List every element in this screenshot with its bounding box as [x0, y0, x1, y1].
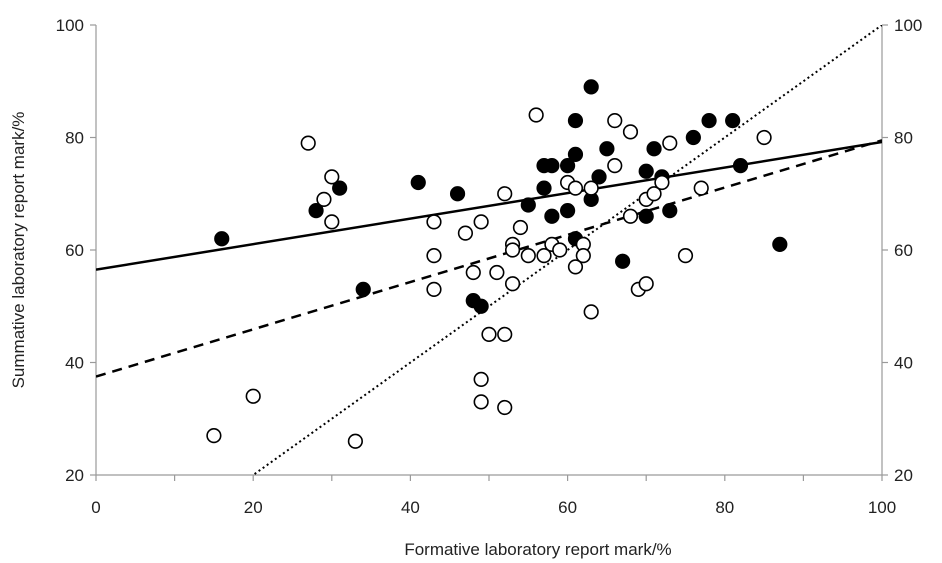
data-point-open: [324, 169, 340, 185]
trend-lines: [96, 25, 882, 475]
data-point-open: [583, 304, 599, 320]
data-point-open: [756, 129, 772, 146]
data-point-open: [662, 135, 678, 151]
data-points: [206, 79, 788, 449]
tick-labels: 20 20 40 40 60 60 80 80 100 100 0 20 40 60 80 100: [56, 16, 923, 517]
x-tick-label: 60: [558, 498, 577, 517]
data-point-open: [646, 186, 662, 202]
data-point-filled: [332, 180, 348, 196]
data-point-open: [536, 248, 552, 264]
data-point-filled: [662, 203, 678, 219]
data-point-filled: [615, 253, 631, 269]
data-point-open: [473, 394, 489, 410]
data-point-filled: [701, 113, 717, 129]
data-point-filled: [591, 169, 607, 185]
y-tick-label-right: 40: [894, 354, 913, 373]
y-tick-label-right: 60: [894, 241, 913, 260]
data-point-open: [693, 180, 709, 196]
data-point-open: [316, 191, 332, 207]
data-point-open: [567, 259, 584, 275]
data-point-open: [245, 388, 261, 404]
data-point-open: [528, 107, 544, 123]
data-point-open: [520, 248, 536, 264]
data-point-open: [426, 281, 442, 297]
trend-line-dashed: [96, 139, 882, 378]
data-point-open: [300, 135, 316, 151]
y-tick-label: 60: [65, 241, 84, 260]
x-tick-label: 100: [868, 498, 896, 517]
data-point-open: [504, 276, 521, 292]
data-point-filled: [638, 208, 654, 224]
y-tick-label-right: 100: [894, 16, 922, 35]
data-point-open: [465, 264, 481, 281]
data-point-open: [677, 248, 694, 264]
data-point-open: [497, 326, 513, 342]
x-axis-title: Formative laboratory report mark/%: [404, 540, 671, 559]
data-point-filled: [308, 203, 324, 219]
data-point-open: [622, 208, 639, 224]
data-point-open: [638, 276, 654, 292]
y-tick-label: 20: [65, 466, 84, 485]
data-point-filled: [536, 180, 552, 196]
data-point-open: [512, 219, 529, 236]
x-tick-label: 0: [91, 498, 100, 517]
data-point-open: [473, 371, 489, 387]
data-point-filled: [772, 236, 788, 252]
data-point-open: [583, 180, 599, 196]
data-point-open: [504, 242, 521, 258]
reference-line-dotted: [251, 25, 882, 475]
data-point-filled: [567, 146, 584, 162]
data-point-filled: [544, 208, 560, 224]
data-point-open: [481, 326, 497, 342]
y-tick-label: 40: [65, 354, 84, 373]
data-point-filled: [520, 197, 536, 213]
data-point-open: [473, 214, 489, 230]
x-tick-label: 20: [244, 498, 263, 517]
data-point-open: [324, 214, 340, 230]
y-tick-label: 80: [65, 129, 84, 148]
data-point-open: [206, 428, 222, 444]
data-point-filled: [410, 174, 426, 191]
data-point-filled: [732, 158, 749, 174]
data-point-filled: [567, 113, 584, 129]
data-point-open: [489, 264, 505, 281]
data-point-filled: [559, 158, 576, 174]
data-point-filled: [638, 163, 654, 179]
y-axis-title: Summative laboratory report mark/%: [9, 112, 28, 389]
y-tick-label: 100: [56, 16, 84, 35]
trend-line-solid: [96, 140, 882, 271]
x-tick-label: 80: [715, 498, 734, 517]
data-point-filled: [449, 186, 466, 202]
data-point-filled: [473, 298, 489, 314]
data-point-filled: [599, 141, 615, 157]
data-point-open: [457, 225, 474, 241]
data-point-filled: [544, 158, 560, 174]
data-point-filled: [583, 79, 599, 95]
data-point-open: [654, 174, 670, 191]
y-tick-label-right: 20: [894, 466, 913, 485]
data-point-filled: [646, 141, 662, 157]
data-point-filled: [725, 113, 741, 129]
data-point-open: [426, 214, 442, 230]
data-point-open: [497, 399, 513, 416]
data-point-open: [622, 124, 639, 140]
data-point-filled: [559, 203, 576, 219]
data-point-open: [497, 186, 513, 202]
data-point-filled: [355, 281, 371, 297]
data-point-open: [607, 158, 623, 174]
data-point-open: [426, 248, 442, 264]
data-point-filled: [214, 231, 230, 247]
x-tick-label: 40: [401, 498, 420, 517]
data-point-filled: [685, 129, 701, 146]
data-point-open: [552, 242, 568, 258]
data-point-open: [567, 180, 584, 196]
axes: [90, 24, 888, 481]
data-point-open: [575, 248, 591, 264]
data-point-open: [347, 433, 363, 449]
data-point-open: [607, 113, 623, 129]
y-tick-label-right: 80: [894, 129, 913, 148]
